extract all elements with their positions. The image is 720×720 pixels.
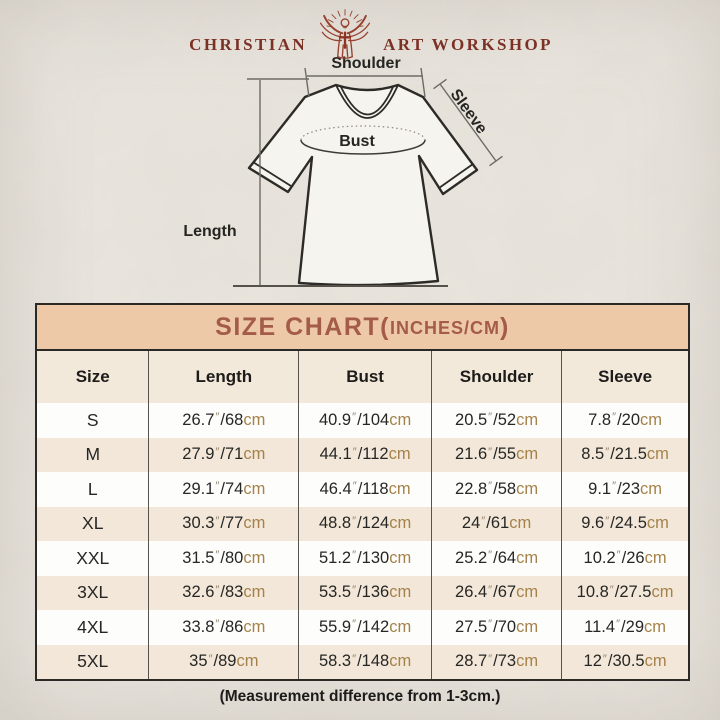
table-row: L 29.1″/74cm 46.4″/118cm 22.8″/58cm 9.1″/23c… — [37, 472, 688, 507]
bust-cell: 51.2″/130cm — [298, 541, 432, 576]
length-cell: 31.5″/80cm — [148, 541, 299, 576]
brand-text-left: CHRISTIAN — [189, 35, 308, 54]
sleeve-cell: 8.5″/21.5cm — [561, 437, 688, 472]
size-chart-units-note: INCHES/CM — [389, 318, 500, 338]
size-chart-title: SIZE CHART(INCHES/CM) — [37, 305, 688, 351]
table-row: 3XL 32.6″/83cm 53.5″/136cm 26.4″/67cm 10.8″/… — [37, 575, 688, 610]
size-cell: M — [85, 444, 101, 465]
length-cell: 30.3″/77cm — [148, 506, 299, 541]
length-cell: 27.9″/71cm — [148, 437, 299, 472]
tshirt-diagram: Bust Shoulder Length Sleeve — [183, 55, 503, 287]
size-cell: 4XL — [77, 616, 109, 637]
sleeve-label: Sleeve — [447, 86, 491, 137]
bust-cell: 58.3″/148cm — [298, 644, 432, 679]
sleeve-cell: 9.6″/24.5cm — [561, 506, 688, 541]
length-cell: 32.6″/83cm — [148, 575, 299, 610]
shoulder-cell: 22.8″/58cm — [430, 472, 562, 507]
sleeve-cell: 10.2″/26cm — [561, 541, 688, 576]
size-cell: 5XL — [77, 651, 109, 672]
length-cell: 29.1″/74cm — [148, 472, 299, 507]
bust-cell: 40.9″/104cm — [298, 403, 432, 438]
column-header-size: Size — [37, 351, 149, 403]
bust-cell: 46.4″/118cm — [298, 472, 432, 507]
bust-label: Bust — [339, 133, 375, 150]
shoulder-cell: 26.4″/67cm — [430, 575, 562, 610]
bust-cell: 48.8″/124cm — [298, 506, 432, 541]
size-chart-title-text: SIZE CHART — [215, 312, 381, 341]
length-cell: 33.8″/86cm — [148, 610, 299, 645]
size-cell: S — [86, 409, 99, 430]
length-cell: 26.7″/68cm — [148, 403, 299, 438]
size-cell: XL — [82, 513, 104, 534]
sleeve-cell: 11.4″/29cm — [561, 610, 688, 645]
bust-cell: 53.5″/136cm — [298, 575, 432, 610]
size-cell: 3XL — [77, 582, 109, 603]
size-chart: SIZE CHART(INCHES/CM) Size Length Bust S… — [35, 303, 690, 681]
shoulder-cell: 28.7″/73cm — [430, 644, 562, 679]
sleeve-cell: 10.8″/27.5cm — [561, 575, 688, 610]
column-header-shoulder: Shoulder — [430, 351, 562, 403]
table-row: M 27.9″/71cm 44.1″/112cm 21.6″/55cm 8.5″/21.… — [37, 437, 688, 472]
column-header-length: Length — [148, 351, 299, 403]
shoulder-cell: 27.5″/70cm — [430, 610, 562, 645]
size-cell: L — [87, 478, 98, 499]
bust-cell: 44.1″/112cm — [298, 437, 432, 472]
table-row: XXL 31.5″/80cm 51.2″/130cm 25.2″/64cm 10.2″/… — [37, 541, 688, 576]
brand-text-right: ART WORKSHOP — [383, 35, 553, 54]
length-label: Length — [183, 223, 236, 240]
sleeve-cell: 9.1″/23cm — [561, 472, 688, 507]
measurement-footnote: (Measurement difference from 1-3cm.) — [219, 688, 501, 705]
column-header-sleeve: Sleeve — [561, 351, 688, 403]
bust-cell: 55.9″/142cm — [298, 610, 432, 645]
shoulder-cell: 25.2″/64cm — [430, 541, 562, 576]
column-header-bust: Bust — [298, 351, 432, 403]
shoulder-cell: 20.5″/52cm — [430, 403, 562, 438]
sleeve-cell: 7.8″/20cm — [561, 403, 688, 438]
size-table: Size Length Bust Shoulder Sleeve S 26.7″/… — [37, 351, 688, 679]
shoulder-cell: 24″/61cm — [430, 506, 562, 541]
table-header-row: Size Length Bust Shoulder Sleeve — [37, 351, 688, 403]
size-table-body: S 26.7″/68cm 40.9″/104cm 20.5″/52cm 7.8″/20c… — [37, 403, 688, 679]
brand-logo: CHRISTIAN — [11, 5, 720, 63]
size-cell: XXL — [76, 547, 110, 568]
table-row: S 26.7″/68cm 40.9″/104cm 20.5″/52cm 7.8″/20c… — [37, 403, 688, 438]
sleeve-cell: 12″/30.5cm — [561, 644, 688, 679]
table-row: 5XL 35″/89cm 58.3″/148cm 28.7″/73cm 12″/30.5… — [37, 644, 688, 679]
table-row: XL 30.3″/77cm 48.8″/124cm 24″/61cm 9.6″/24.5… — [37, 506, 688, 541]
length-cell: 35″/89cm — [148, 644, 299, 679]
table-row: 4XL 33.8″/86cm 55.9″/142cm 27.5″/70cm 11.4″/… — [37, 610, 688, 645]
jesus-rays-icon — [320, 9, 371, 60]
shoulder-cell: 21.6″/55cm — [430, 437, 562, 472]
